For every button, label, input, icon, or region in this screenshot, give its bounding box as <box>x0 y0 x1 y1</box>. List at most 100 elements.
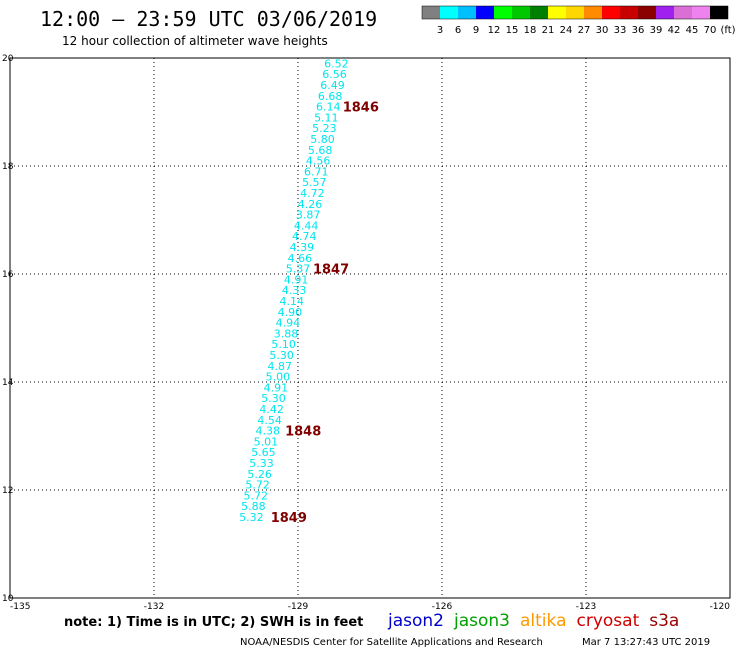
wave-height-point: 4.90 <box>278 306 303 319</box>
y-tick-label: 20 <box>2 54 14 64</box>
chart-title: 12:00 — 23:59 UTC 03/06/2019 <box>40 7 377 31</box>
legend-swatch <box>692 6 710 19</box>
wave-height-point: 5.33 <box>249 457 274 470</box>
x-tick-label: -120 <box>710 602 731 612</box>
legend-swatch <box>458 6 476 19</box>
wave-height-point: 4.56 <box>306 155 331 168</box>
timestamp-text: Mar 7 13:27:43 UTC 2019 <box>582 637 710 648</box>
legend-frame <box>421 5 729 20</box>
legend-swatch <box>476 6 494 19</box>
y-tick-label: 10 <box>2 594 14 604</box>
legend-label: 21 <box>542 25 555 36</box>
wave-height-point: 6.49 <box>320 79 345 92</box>
wave-height-point: 5.32 <box>239 511 264 524</box>
legend-swatch <box>620 6 638 19</box>
satellite-name: jason3 <box>453 611 510 631</box>
x-tick-label: -123 <box>576 602 596 612</box>
wave-height-point: 5.30 <box>269 349 294 362</box>
wave-height-point: 5.26 <box>247 468 272 481</box>
wave-height-point: 4.26 <box>298 198 323 211</box>
legend-swatch <box>656 6 674 19</box>
y-tick-label: 12 <box>2 486 13 496</box>
legend-swatch <box>638 6 656 19</box>
legend-label: 33 <box>614 25 627 36</box>
y-tick-label: 14 <box>2 378 14 388</box>
chart-subtitle: 12 hour collection of altimeter wave hei… <box>62 34 328 48</box>
legend-label: 3 <box>437 25 443 36</box>
legend-swatch <box>602 6 620 19</box>
wave-height-point: 5.57 <box>302 176 327 189</box>
legend-swatch <box>494 6 512 19</box>
x-tick-label: -132 <box>144 602 164 612</box>
wave-height-point: 5.80 <box>310 133 335 146</box>
wave-height-point: 4.74 <box>292 230 317 243</box>
x-tick-label: -126 <box>432 602 453 612</box>
legend-label: 39 <box>650 25 663 36</box>
units-note: note: 1) Time is in UTC; 2) SWH is in fe… <box>64 615 363 630</box>
wave-height-point: 6.52 <box>324 57 349 70</box>
wave-height-point: 5.65 <box>251 446 276 459</box>
wave-height-point: 5.10 <box>271 338 296 351</box>
wave-height-point: 4.91 <box>284 273 309 286</box>
wave-height-point: 5.00 <box>266 371 291 384</box>
legend-swatch <box>584 6 602 19</box>
x-tick-label: -129 <box>288 602 309 612</box>
wave-height-point: 5.01 <box>254 435 279 448</box>
legend-label: 9 <box>473 25 479 36</box>
wave-height-point: 5.30 <box>261 392 286 405</box>
legend-label: 27 <box>578 25 591 36</box>
legend-label: 6 <box>455 25 461 36</box>
y-tick-label: 18 <box>2 162 14 172</box>
wave-height-point: 4.66 <box>288 252 313 265</box>
wave-height-point: 4.94 <box>276 317 301 330</box>
wave-height-point: 4.54 <box>257 414 282 427</box>
plot-area: -135 -132 -129 -126 -123 -120 10 12 14 16 18 20 6.52… <box>2 54 731 612</box>
satellite-name: altika <box>520 611 567 631</box>
legend-label: 45 <box>686 25 699 36</box>
legend-swatch <box>440 6 458 19</box>
wave-height-point: 4.33 <box>282 284 307 297</box>
satellite-name: cryosat <box>577 611 640 631</box>
wave-height-point: 5.88 <box>241 500 266 513</box>
credit-text: NOAA/NESDIS Center for Satellite Applica… <box>240 637 543 648</box>
wave-height-point: 3.87 <box>296 209 321 222</box>
legend-label: 30 <box>596 25 609 36</box>
wave-height-point: 6.14 <box>316 101 341 114</box>
wave-height-point: 5.72 <box>244 489 269 502</box>
satellite-name: jason2 <box>387 611 444 631</box>
x-tick-label: -135 <box>10 602 30 612</box>
legend-label: 42 <box>668 25 681 36</box>
legend-label: (ft) <box>720 25 735 36</box>
satellite-name: s3a <box>649 611 679 631</box>
wave-height-point: 4.87 <box>268 360 293 373</box>
legend-label: 15 <box>506 25 519 36</box>
legend-label: 18 <box>524 25 537 36</box>
pass-time-label: 1848 <box>285 425 321 440</box>
legend-swatch <box>422 6 440 19</box>
wave-height-point: 6.56 <box>322 68 347 81</box>
legend-swatch <box>548 6 566 19</box>
legend-swatch <box>710 6 728 19</box>
satellite-legend: jason2 jason3 altika cryosat s3a <box>387 611 679 631</box>
color-legend: 3 6 9 12 15 18 21 24 27 30 33 36 39 42 45 70 (ft) <box>421 5 736 36</box>
wave-height-point: 4.91 <box>264 381 289 394</box>
y-tick-label: 16 <box>2 270 14 280</box>
pass-time-label: 1846 <box>343 101 379 116</box>
wave-height-point: 5.23 <box>312 122 337 135</box>
legend-label: 12 <box>488 25 501 36</box>
wave-height-point: 4.42 <box>259 403 284 416</box>
legend-label: 36 <box>632 25 645 36</box>
wave-height-point: 4.14 <box>280 295 305 308</box>
wave-height-point: 4.38 <box>256 425 281 438</box>
wave-height-point: 5.11 <box>314 111 339 124</box>
wave-height-point: 5.37 <box>286 263 311 276</box>
legend-swatch <box>530 6 548 19</box>
legend-swatch <box>674 6 692 19</box>
wave-height-point: 4.44 <box>294 219 319 232</box>
legend-label: 24 <box>560 25 573 36</box>
plot-frame <box>9 57 731 599</box>
wave-height-point: 5.72 <box>245 479 270 492</box>
wave-height-point: 3.88 <box>274 327 299 340</box>
wave-height-point: 5.68 <box>308 144 333 157</box>
